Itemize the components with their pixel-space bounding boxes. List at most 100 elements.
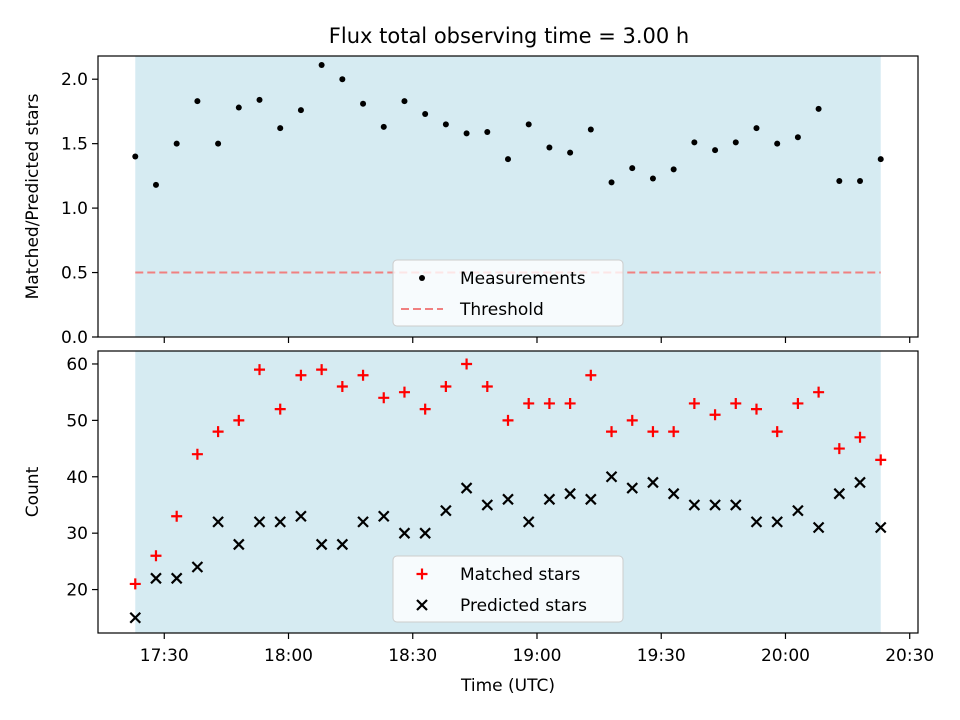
legend-label: Threshold xyxy=(459,300,544,320)
y-tick-label: 20 xyxy=(66,581,88,601)
measurement-point xyxy=(277,125,284,132)
y-axis-label: Count xyxy=(23,466,43,517)
ratio-panel: 0.0 0.5 1.0 1.5 2.0 Matched/Predicted stars Me… xyxy=(23,55,919,348)
matched-star-point xyxy=(688,397,700,409)
matched-star-point xyxy=(336,381,348,393)
y-tick-label: 40 xyxy=(66,468,88,488)
predicted-star-point xyxy=(170,572,183,585)
predicted-star-point xyxy=(792,504,804,517)
measurement-point xyxy=(173,140,180,147)
measurement-point xyxy=(629,165,636,172)
predicted-star-point xyxy=(626,482,639,494)
measurement-point xyxy=(815,105,822,112)
predicted-star-point xyxy=(812,521,825,534)
matched-star-point xyxy=(585,369,597,381)
predicted-star-point xyxy=(191,561,204,573)
predicted-star-point xyxy=(253,516,266,528)
predicted-star-point xyxy=(750,516,763,528)
y-tick-label: 30 xyxy=(66,524,88,544)
measurement-point xyxy=(567,149,574,156)
predicted-star-point xyxy=(419,527,431,539)
matched-star-point xyxy=(668,426,680,438)
y-axis-label: Matched/Predicted stars xyxy=(23,93,43,299)
legend-marker-measurements xyxy=(419,275,425,281)
predicted-star-point xyxy=(212,516,224,528)
matched-star-point xyxy=(564,397,576,409)
measurement-point xyxy=(732,139,739,146)
predicted-star-point xyxy=(647,476,659,489)
predicted-star-point xyxy=(730,499,742,511)
x-tick-label: 17:30 xyxy=(140,646,189,666)
matched-star-point xyxy=(502,414,514,426)
measurement-point xyxy=(297,107,304,114)
matched-star-point xyxy=(543,397,555,409)
x-tick-label: 20:00 xyxy=(761,646,810,666)
legend: Matched stars Predicted stars xyxy=(392,555,624,623)
measurement-point xyxy=(877,156,884,163)
matched-star-point xyxy=(357,369,369,381)
count-panel: 20 30 40 50 60 17:30 18:00 18:30 19:00 19:30 20:00… xyxy=(23,350,934,696)
matched-star-point xyxy=(378,392,390,404)
figure-title: Flux total observing time = 3.00 h xyxy=(329,24,689,48)
matched-star-point xyxy=(875,454,887,466)
measurement-point xyxy=(215,140,222,147)
measurement-point xyxy=(505,156,511,163)
matched-star-point xyxy=(750,403,762,415)
matched-star-point xyxy=(150,550,162,562)
y-tick-label: 60 xyxy=(66,355,88,375)
axes-frame xyxy=(97,350,919,634)
matched-star-point xyxy=(212,426,224,438)
matched-star-point xyxy=(813,386,825,398)
measurement-point xyxy=(857,178,864,185)
measurement-point xyxy=(546,144,553,151)
predicted-star-point xyxy=(771,516,783,528)
measurement-point xyxy=(380,123,387,130)
predicted-star-point xyxy=(295,510,307,523)
y-tick-label: 2.0 xyxy=(61,70,88,90)
predicted-star-point xyxy=(315,538,328,551)
legend-marker-predicted xyxy=(416,599,428,611)
measurement-point xyxy=(360,100,367,107)
matched-star-point xyxy=(647,426,659,438)
matched-star-point xyxy=(481,381,493,393)
predicted-star-point xyxy=(336,538,349,551)
measurement-point xyxy=(256,96,263,103)
predicted-star-point xyxy=(398,527,411,539)
predicted-star-point xyxy=(460,482,473,494)
legend-label: Predicted stars xyxy=(460,596,587,616)
measurement-point xyxy=(235,104,242,111)
matched-star-point xyxy=(295,369,307,381)
measurement-point xyxy=(463,130,470,137)
predicted-star-point xyxy=(854,476,866,489)
measurement-point xyxy=(132,153,139,160)
predicted-star-point xyxy=(709,499,721,511)
y-tick-label: 0.5 xyxy=(61,264,88,284)
y-tick-label: 1.0 xyxy=(61,199,88,219)
predicted-star-point xyxy=(440,504,452,517)
predicted-star-point xyxy=(605,470,618,483)
legend-label: Matched stars xyxy=(460,565,580,585)
x-axis-label: Time (UTC) xyxy=(460,676,555,696)
measurement-point xyxy=(774,140,781,147)
matched-star-point xyxy=(833,443,845,455)
matched-star-point xyxy=(316,364,328,376)
predicted-star-point xyxy=(833,487,846,500)
legend: Measurements Threshold xyxy=(392,259,624,327)
predicted-star-point xyxy=(874,521,887,534)
matched-star-point xyxy=(233,414,245,426)
matched-star-point xyxy=(771,426,783,438)
measurement-point xyxy=(691,139,698,146)
x-tick-label: 19:30 xyxy=(637,646,686,666)
measurement-point xyxy=(608,179,615,186)
legend-box xyxy=(392,259,624,327)
matched-star-point xyxy=(171,510,183,522)
predicted-star-point xyxy=(357,516,369,528)
matched-star-point xyxy=(606,426,618,438)
predicted-star-point xyxy=(129,611,142,624)
predicted-star-point xyxy=(522,516,535,528)
matched-star-point xyxy=(440,381,452,393)
measurement-point xyxy=(422,111,429,118)
x-tick-label: 18:00 xyxy=(264,646,313,666)
predicted-star-point xyxy=(481,499,494,511)
